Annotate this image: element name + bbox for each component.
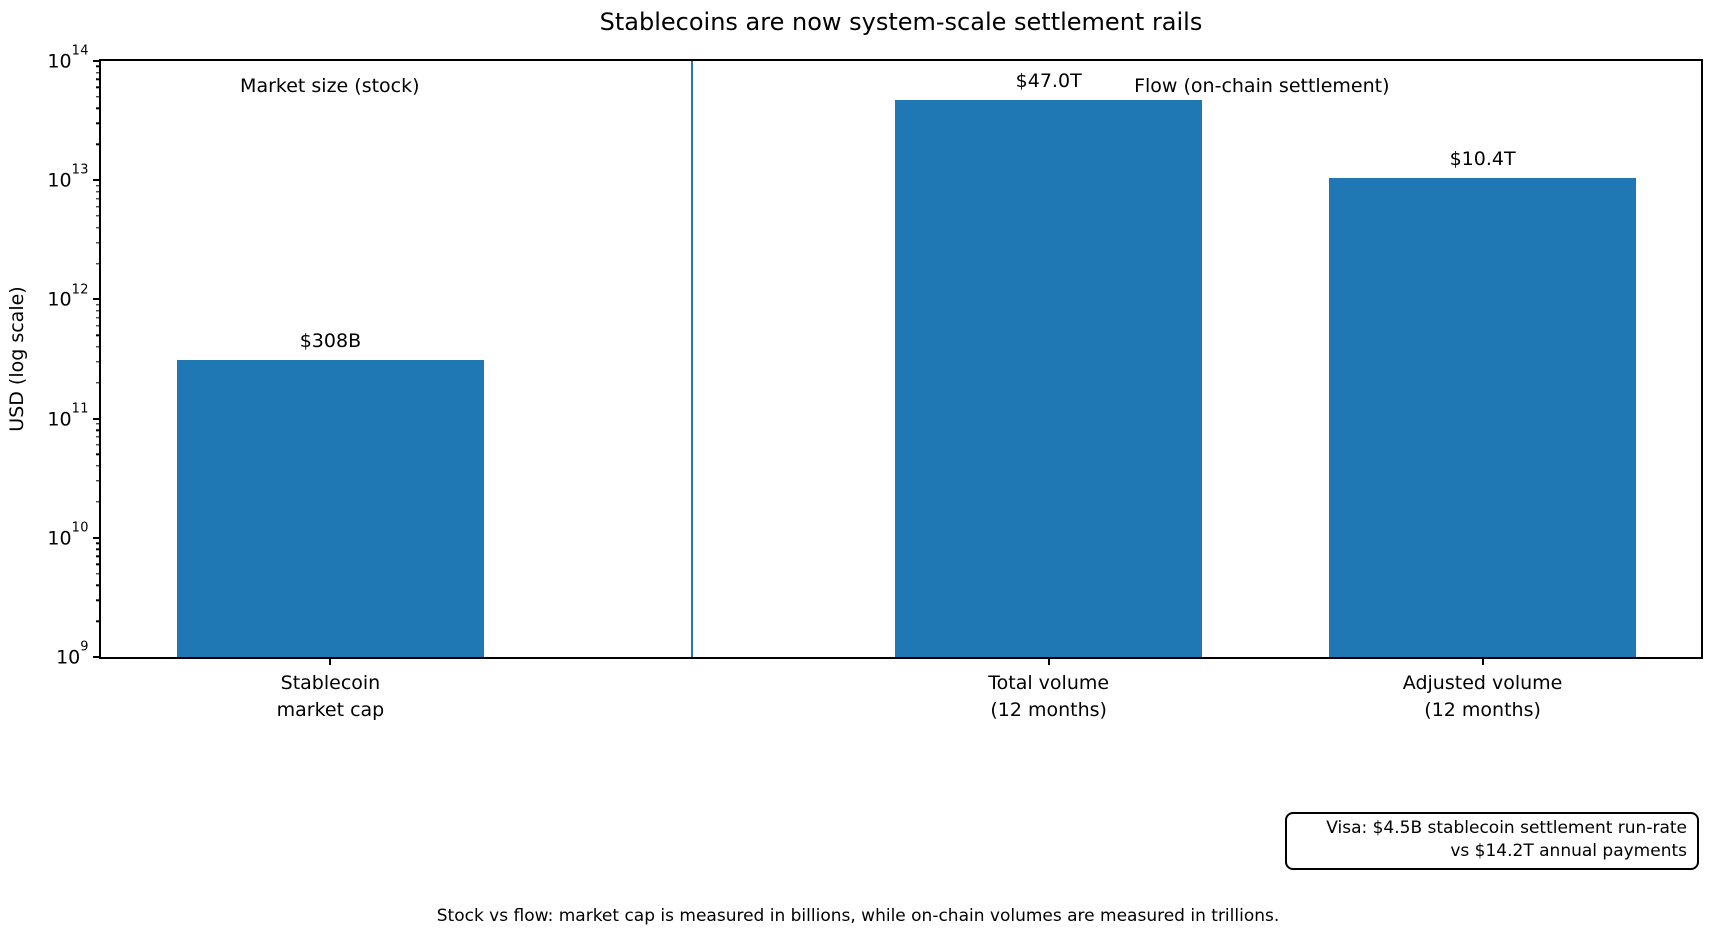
y-tick-label: 1013 (47, 162, 89, 192)
y-minor-tick (96, 542, 101, 544)
y-axis-title-text: USD (log scale) (6, 286, 28, 432)
bar-column-adjusted-volume: $10.4T (1329, 61, 1637, 657)
y-minor-tick (96, 184, 101, 187)
group-label-stock: Market size (stock) (240, 75, 420, 97)
y-major-tick (93, 298, 101, 301)
y-minor-tick (96, 444, 101, 446)
annotation-line-2: vs $14.2T annual payments (1450, 841, 1687, 861)
y-minor-tick (96, 599, 101, 601)
x-tick-mark (329, 657, 332, 665)
y-minor-tick (96, 453, 101, 456)
y-minor-tick (96, 572, 101, 575)
y-minor-tick (96, 241, 101, 244)
y-tick-label: 1010 (47, 520, 89, 550)
visa-comparison-annotation: Visa: $4.5B stablecoin settlement run-ra… (1285, 812, 1699, 870)
y-tick-label: 109 (56, 639, 89, 669)
y-minor-tick (96, 304, 101, 306)
y-minor-tick (96, 429, 101, 431)
stock-flow-divider-line (690, 61, 693, 657)
y-minor-tick (96, 215, 101, 217)
bar-value-label: $10.4T (1449, 148, 1516, 171)
x-tick-label-adjusted-volume: Adjusted volume (12 months) (1402, 672, 1563, 721)
x-tick-mark (1481, 657, 1484, 665)
y-minor-tick (96, 480, 101, 482)
bar-value-label: $308B (299, 330, 362, 353)
y-minor-tick (96, 86, 101, 89)
bar-column-stablecoin-market-cap: $308B (176, 61, 485, 657)
bar-adjusted-volume (1329, 178, 1637, 657)
y-tick-label: 1011 (47, 401, 89, 431)
y-minor-tick (96, 361, 101, 363)
plot-area: 1014 1013 1012 1011 1010 109 Market size… (47, 44, 1703, 721)
y-minor-tick (96, 143, 101, 146)
y-minor-tick (96, 501, 101, 503)
y-major-tick (93, 656, 101, 658)
y-minor-tick (96, 96, 101, 98)
y-minor-tick (96, 465, 101, 467)
y-major-tick (93, 417, 101, 420)
y-minor-tick (96, 65, 101, 68)
y-minor-tick (96, 555, 101, 557)
x-tick-label-total-volume: Total volume (12 months) (988, 672, 1110, 721)
y-minor-tick (96, 122, 101, 125)
y-major-tick (93, 536, 101, 539)
y-minor-tick (96, 584, 101, 586)
y-minor-tick (96, 262, 101, 265)
y-minor-tick (96, 548, 101, 551)
y-minor-tick (96, 226, 101, 229)
y-minor-tick (96, 325, 101, 327)
y-minor-tick (96, 310, 101, 312)
y-tick-label: 1012 (47, 281, 89, 312)
y-tick-label: 1014 (47, 43, 89, 73)
y-minor-tick (96, 107, 101, 110)
y-minor-tick (96, 317, 101, 319)
bar-column-total-volume: $47.0T (895, 61, 1203, 657)
x-tick-mark (1047, 657, 1050, 665)
chart-title: Stablecoins are now system-scale settlem… (599, 8, 1203, 36)
y-minor-tick (96, 563, 101, 565)
y-minor-tick (96, 620, 101, 622)
y-minor-tick (96, 436, 101, 438)
y-minor-tick (96, 382, 101, 384)
y-minor-tick (96, 191, 101, 193)
y-minor-tick (96, 205, 101, 208)
bar-value-label: $47.0T (1015, 70, 1082, 93)
figure-caption: Stock vs flow: market cap is measured in… (436, 906, 1280, 926)
y-major-tick (93, 60, 101, 62)
y-minor-tick (96, 71, 101, 74)
bar-total-volume (895, 100, 1203, 657)
y-minor-tick (96, 78, 101, 81)
bar-stablecoin-market-cap (176, 360, 485, 657)
y-major-tick (93, 179, 101, 182)
annotation-line-1: Visa: $4.5B stablecoin settlement run-ra… (1326, 818, 1687, 838)
y-minor-tick (96, 334, 101, 336)
group-label-flow: Flow (on-chain settlement) (1134, 75, 1390, 97)
y-minor-tick (96, 346, 101, 348)
y-minor-tick (96, 197, 101, 200)
x-tick-label-stablecoin-market-cap: Stablecoin market cap (276, 672, 385, 721)
y-minor-tick (96, 423, 101, 425)
